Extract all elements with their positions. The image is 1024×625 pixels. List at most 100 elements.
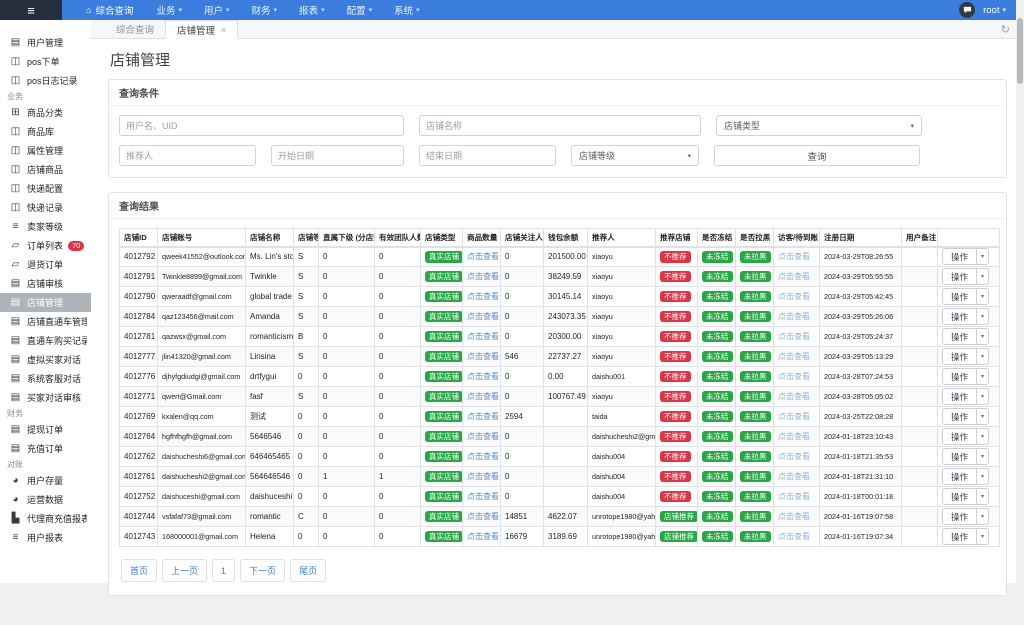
- visitor-view-link[interactable]: 点击查看: [778, 532, 810, 541]
- action-button[interactable]: 操作: [942, 268, 978, 285]
- sidebar-item[interactable]: ▱ 订单列表 70: [0, 236, 91, 255]
- action-dropdown-button[interactable]: ▾: [977, 468, 990, 485]
- action-button[interactable]: 操作: [942, 488, 978, 505]
- action-dropdown-button[interactable]: ▾: [977, 348, 990, 365]
- sidebar-toggle-button[interactable]: ≡: [0, 0, 62, 20]
- action-dropdown-button[interactable]: ▾: [977, 508, 990, 525]
- sidebar-item[interactable]: ▤ 提现订单: [0, 420, 91, 439]
- visitor-view-link[interactable]: 点击查看: [778, 452, 810, 461]
- action-button[interactable]: 操作: [942, 288, 978, 305]
- action-button[interactable]: 操作: [942, 448, 978, 465]
- visitor-view-link[interactable]: 点击查看: [778, 412, 810, 421]
- visitor-view-link[interactable]: 点击查看: [778, 392, 810, 401]
- action-dropdown-button[interactable]: ▾: [977, 368, 990, 385]
- sidebar-item[interactable]: ◫ 快递记录: [0, 198, 91, 217]
- scrollbar-thumb[interactable]: [1017, 18, 1023, 84]
- sidebar-item[interactable]: ▤ 系统客服对话: [0, 369, 91, 388]
- visitor-view-link[interactable]: 点击查看: [778, 512, 810, 521]
- pagination-button[interactable]: 下一页: [240, 559, 286, 582]
- goods-view-link[interactable]: 点击查看: [467, 452, 499, 461]
- visitor-view-link[interactable]: 点击查看: [778, 272, 810, 281]
- sidebar-item[interactable]: ◫ pos下单: [0, 52, 91, 71]
- visitor-view-link[interactable]: 点击查看: [778, 312, 810, 321]
- action-dropdown-button[interactable]: ▾: [977, 408, 990, 425]
- goods-view-link[interactable]: 点击查看: [467, 532, 499, 541]
- nav-menu-item[interactable]: 业务 ▾: [156, 6, 182, 17]
- visitor-view-link[interactable]: 点击查看: [778, 472, 810, 481]
- pagination-button[interactable]: 首页: [121, 559, 158, 582]
- user-menu[interactable]: root ▾: [983, 5, 1006, 16]
- sidebar-item[interactable]: ▤ 买家对话审核: [0, 388, 91, 407]
- tab-close-icon[interactable]: ×: [221, 24, 227, 35]
- action-dropdown-button[interactable]: ▾: [977, 328, 990, 345]
- action-dropdown-button[interactable]: ▾: [977, 388, 990, 405]
- action-dropdown-button[interactable]: ▾: [977, 308, 990, 325]
- action-dropdown-button[interactable]: ▾: [977, 288, 990, 305]
- goods-view-link[interactable]: 点击查看: [467, 372, 499, 381]
- sidebar-item[interactable]: ▙ 代理商充值报表: [0, 509, 91, 528]
- shop-level-select[interactable]: 店铺等级 ▾: [571, 145, 699, 166]
- sidebar-item[interactable]: ▤ 直通车购买记录: [0, 331, 91, 350]
- shop-name-input[interactable]: [419, 115, 701, 136]
- goods-view-link[interactable]: 点击查看: [467, 312, 499, 321]
- page-scrollbar[interactable]: [1016, 0, 1024, 625]
- visitor-view-link[interactable]: 点击查看: [778, 292, 810, 301]
- tab-summary-query[interactable]: 综合查询: [116, 25, 155, 36]
- pagination-button[interactable]: 尾页: [290, 559, 327, 582]
- sidebar-item[interactable]: ◫ 属性管理: [0, 141, 91, 160]
- visitor-view-link[interactable]: 点击查看: [778, 252, 810, 262]
- action-dropdown-button[interactable]: ▾: [977, 448, 990, 465]
- goods-view-link[interactable]: 点击查看: [467, 512, 499, 521]
- sidebar-item[interactable]: ≡ 卖家等级: [0, 217, 91, 236]
- action-button[interactable]: 操作: [942, 348, 978, 365]
- nav-menu-item[interactable]: 财务 ▾: [251, 6, 278, 17]
- pagination-button[interactable]: 1: [212, 559, 236, 582]
- tab-shop-management[interactable]: 店铺管理 ×: [165, 20, 239, 39]
- goods-view-link[interactable]: 点击查看: [467, 412, 499, 421]
- end-date-input[interactable]: [419, 145, 556, 166]
- start-date-input[interactable]: [271, 145, 404, 166]
- visitor-view-link[interactable]: 点击查看: [778, 372, 810, 381]
- sidebar-item[interactable]: ▤ 店铺管理: [0, 293, 91, 312]
- sidebar-item[interactable]: ◫ 店铺商品: [0, 160, 91, 179]
- sidebar-item[interactable]: ▤ 店铺直通车管理: [0, 312, 91, 331]
- goods-view-link[interactable]: 点击查看: [467, 432, 499, 441]
- visitor-view-link[interactable]: 点击查看: [778, 492, 810, 501]
- sidebar-item[interactable]: ▤ 充值订单: [0, 439, 91, 458]
- goods-view-link[interactable]: 点击查看: [467, 492, 499, 501]
- nav-menu-item[interactable]: 用户 ▾: [203, 6, 230, 17]
- action-button[interactable]: 操作: [942, 428, 978, 445]
- sidebar-item[interactable]: ▤ 店铺审核: [0, 274, 91, 293]
- search-button[interactable]: 查询: [714, 145, 920, 166]
- sidebar-item[interactable]: ≡ 用户报表: [0, 528, 91, 547]
- sidebar-item[interactable]: ◫ 快递配置: [0, 179, 91, 198]
- goods-view-link[interactable]: 点击查看: [467, 332, 499, 341]
- pagination-button[interactable]: 上一页: [162, 559, 208, 582]
- referrer-input[interactable]: [119, 145, 256, 166]
- nav-home-link[interactable]: ⌂ 综合查询: [62, 0, 145, 20]
- nav-menu-item[interactable]: 配置 ▾: [346, 6, 373, 17]
- action-button[interactable]: 操作: [942, 468, 978, 485]
- goods-view-link[interactable]: 点击查看: [467, 292, 499, 301]
- action-button[interactable]: 操作: [942, 328, 978, 345]
- sidebar-item[interactable]: ◫ pos日志记录: [0, 71, 91, 90]
- action-dropdown-button[interactable]: ▾: [977, 268, 990, 285]
- visitor-view-link[interactable]: 点击查看: [778, 352, 810, 361]
- sidebar-item[interactable]: ▤ 用户管理: [0, 33, 91, 52]
- sidebar-item[interactable]: ◕ 用户存量: [0, 471, 91, 490]
- sidebar-item[interactable]: ▱ 退货订单: [0, 255, 91, 274]
- nav-menu-item[interactable]: 报表 ▾: [299, 6, 325, 17]
- action-button[interactable]: 操作: [942, 508, 978, 525]
- sidebar-item[interactable]: ◫ 商品库: [0, 122, 91, 141]
- action-dropdown-button[interactable]: ▾: [977, 248, 990, 266]
- visitor-view-link[interactable]: 点击查看: [778, 432, 810, 441]
- sidebar-item[interactable]: ◕ 运营数据: [0, 490, 91, 509]
- action-button[interactable]: 操作: [942, 368, 978, 385]
- action-button[interactable]: 操作: [942, 528, 978, 545]
- goods-view-link[interactable]: 点击查看: [467, 252, 499, 262]
- goods-view-link[interactable]: 点击查看: [467, 392, 499, 401]
- username-uid-input[interactable]: [119, 115, 404, 136]
- goods-view-link[interactable]: 点击查看: [467, 272, 499, 281]
- visitor-view-link[interactable]: 点击查看: [778, 332, 810, 341]
- action-button[interactable]: 操作: [942, 388, 978, 405]
